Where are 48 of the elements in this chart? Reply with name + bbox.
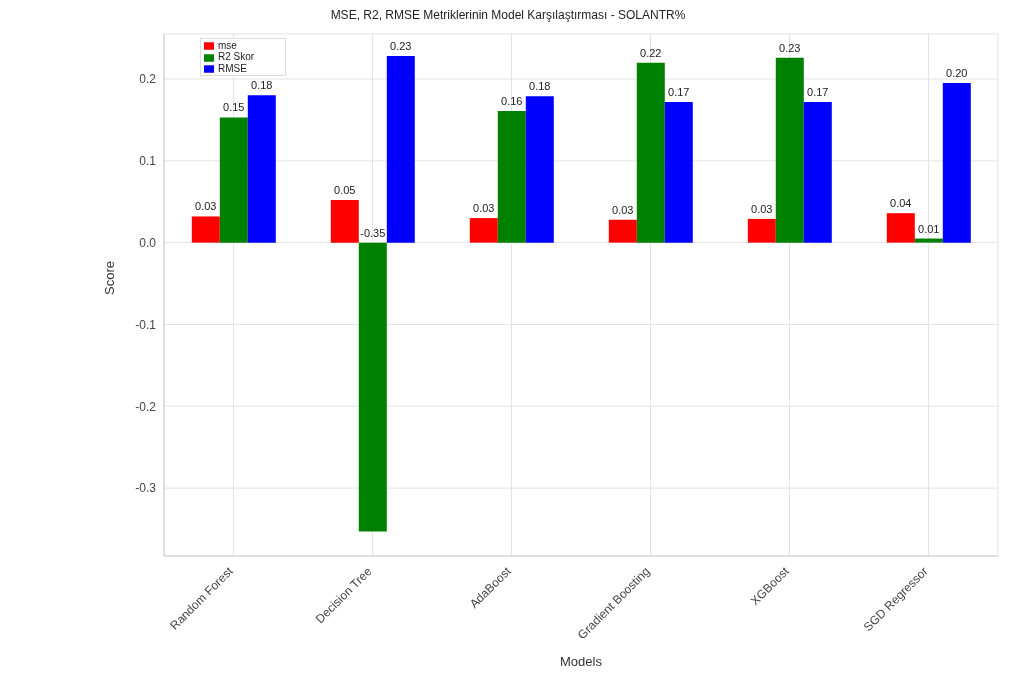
data-label: 0.17 [807, 85, 829, 98]
bar [330, 200, 359, 243]
bar [886, 213, 915, 243]
data-label: 0.16 [501, 94, 523, 107]
data-label: 0.18 [251, 79, 273, 92]
data-label: 0.22 [640, 46, 662, 59]
data-label: -0.35 [360, 226, 386, 239]
y-tick-label: -0.1 [135, 317, 157, 332]
x-axis-title: Models [560, 654, 603, 669]
bar [525, 96, 554, 243]
data-label: 0.05 [334, 184, 356, 197]
legend-label: R2 Skor [218, 51, 255, 63]
y-tick-label: 0.1 [139, 154, 157, 169]
y-axis-title: Score [101, 261, 117, 295]
data-label: 0.03 [751, 202, 773, 215]
bar [914, 238, 943, 243]
y-tick-label: 0.2 [139, 72, 157, 87]
data-label: 0.17 [668, 85, 690, 98]
legend-label: RMSE [218, 62, 247, 74]
data-label: 0.03 [612, 203, 634, 216]
bar [358, 242, 387, 532]
bar [747, 218, 776, 243]
chart-title: MSE, R2, RMSE Metriklerinin Model Karşılaştırması - SOLANTR% [329, 8, 687, 24]
data-label: 0.01 [918, 222, 940, 235]
y-tick-label: 0.0 [139, 235, 157, 250]
bar [803, 101, 832, 243]
bar [608, 219, 637, 243]
data-label: 0.23 [779, 41, 801, 54]
legend-label: mse [218, 40, 237, 51]
bar [219, 117, 248, 243]
bar [497, 110, 526, 243]
bar [191, 216, 220, 243]
bar [664, 101, 693, 243]
data-label: 0.18 [529, 80, 551, 93]
bar [636, 62, 665, 243]
bar [247, 95, 276, 243]
bar [775, 57, 804, 243]
data-label: 0.20 [946, 67, 968, 80]
data-label: 0.23 [390, 40, 412, 53]
bar [469, 218, 498, 243]
y-tick-label: -0.2 [135, 399, 157, 414]
bar [942, 83, 971, 243]
data-label: 0.03 [473, 202, 495, 215]
data-label: 0.03 [195, 200, 217, 213]
data-label: 0.15 [223, 101, 245, 114]
data-label: 0.04 [890, 197, 912, 210]
bar [386, 56, 415, 243]
y-tick-label: -0.3 [135, 481, 157, 496]
